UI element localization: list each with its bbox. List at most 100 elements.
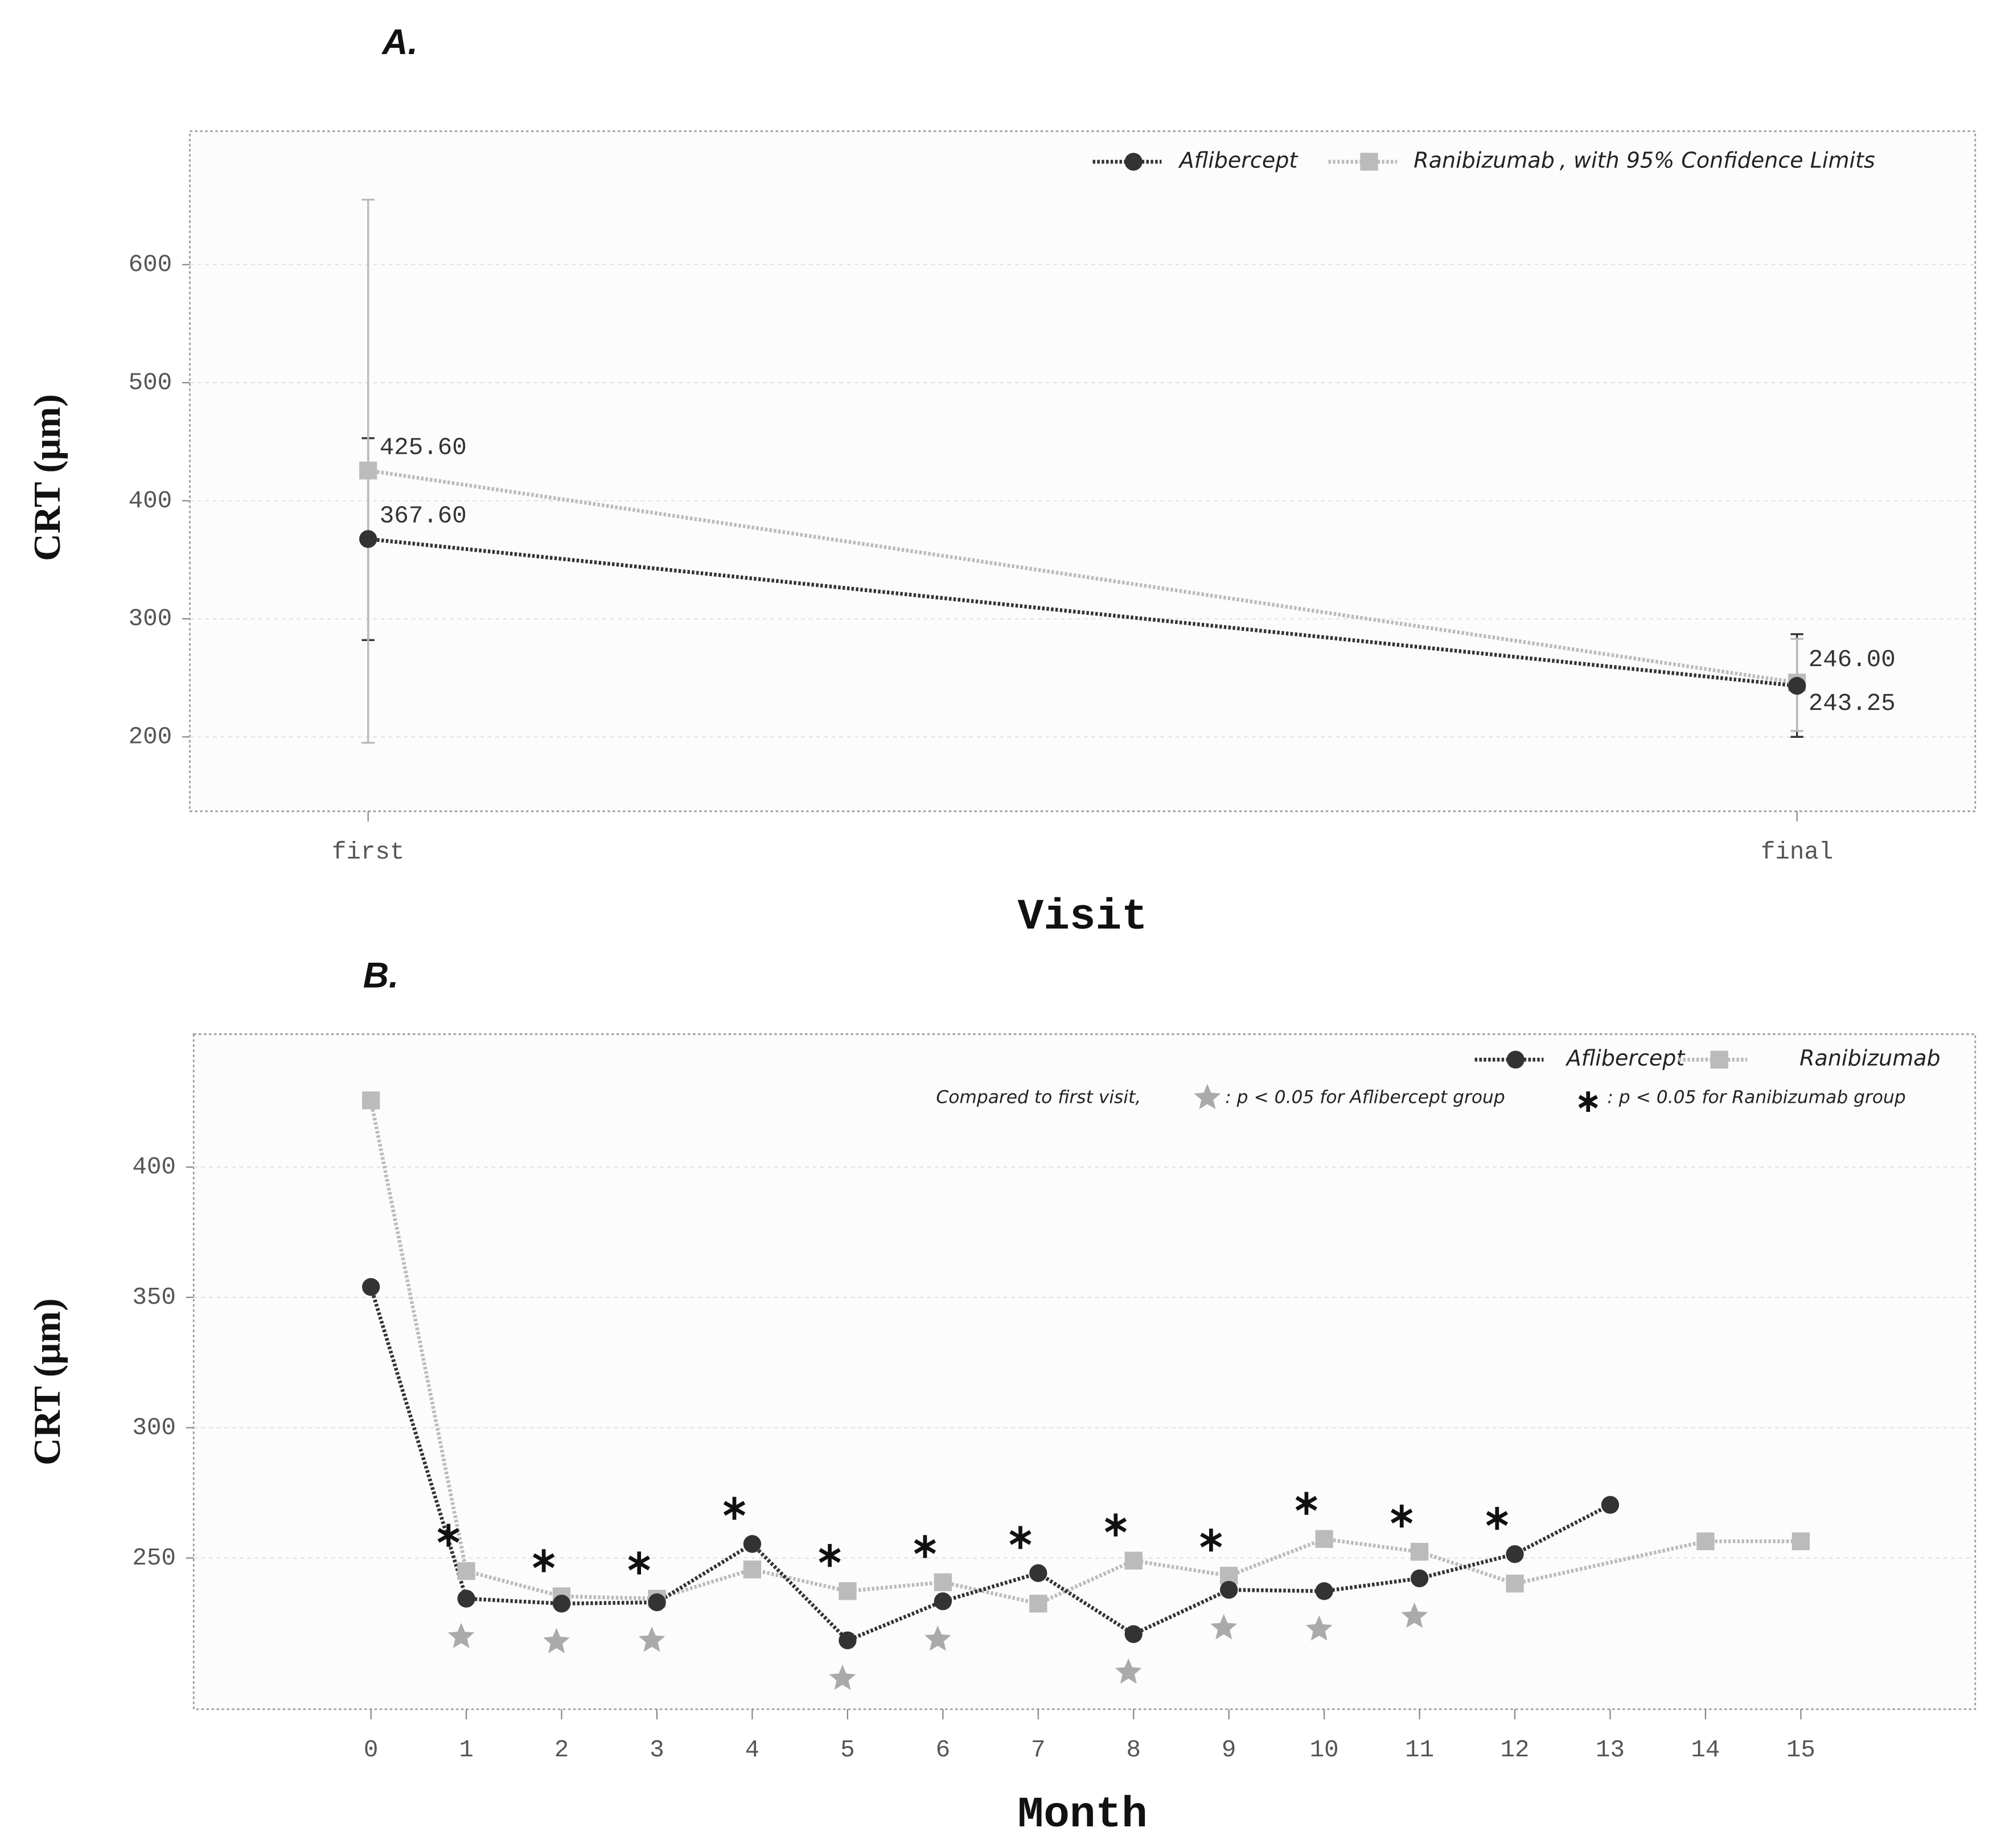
x-axis-title: Visit — [1018, 893, 1148, 942]
x-tick-label: 1 — [459, 1736, 474, 1764]
y-tick-label: 600 — [129, 251, 172, 278]
significance-asterisk — [1486, 1506, 1508, 1530]
significance-asterisk — [819, 1544, 841, 1567]
legend-marker — [1506, 1050, 1525, 1069]
y-axis-title: CRT (μm) — [26, 394, 68, 561]
significance-star — [638, 1626, 665, 1652]
significance-star — [1115, 1658, 1142, 1684]
data-point — [1601, 1496, 1620, 1514]
series-line — [369, 1100, 1801, 1606]
x-tick-label: 2 — [554, 1736, 569, 1764]
y-tick-label: 500 — [129, 369, 172, 396]
x-tick-label: 3 — [650, 1736, 664, 1764]
significance-star — [1210, 1614, 1238, 1640]
y-tick-label: 350 — [132, 1284, 176, 1311]
significance-star — [543, 1628, 570, 1653]
data-point — [839, 1631, 857, 1649]
legend-label: : p < 0.05 for Aflibercept group — [1225, 1087, 1505, 1107]
y-tick-label: 300 — [132, 1414, 176, 1442]
x-tick-label: 9 — [1222, 1736, 1236, 1764]
legend-asterisk — [1578, 1091, 1598, 1112]
significance-asterisk — [628, 1551, 650, 1575]
value-label: 243.25 — [1809, 690, 1896, 717]
legend-label: : p < 0.05 for Ranibizumab group — [1607, 1087, 1905, 1107]
data-point — [743, 1535, 762, 1553]
significance-star — [447, 1623, 475, 1649]
data-point — [359, 530, 377, 548]
data-point — [359, 461, 377, 480]
y-axis-title: CRT (μm) — [26, 1298, 68, 1465]
x-tick-label: 4 — [745, 1736, 760, 1764]
significance-asterisk — [1200, 1528, 1222, 1552]
data-point — [1696, 1532, 1715, 1551]
legend-note: , with 95% Confidence Limits — [1560, 148, 1875, 173]
data-point — [1220, 1580, 1238, 1599]
data-point — [1124, 1551, 1143, 1570]
y-tick-label: 400 — [132, 1153, 176, 1181]
panel-label: B. — [363, 956, 399, 996]
y-tick-label: 300 — [129, 605, 172, 633]
x-axis-title: Month — [1018, 1790, 1148, 1839]
legend-note: Compared to first visit, — [936, 1087, 1141, 1107]
data-point — [1506, 1545, 1524, 1563]
significance-star — [829, 1664, 856, 1690]
significance-asterisk — [723, 1497, 746, 1520]
significance-asterisk — [914, 1535, 936, 1558]
data-point — [1410, 1569, 1429, 1588]
x-tick-label: first — [332, 839, 405, 866]
y-tick-label: 400 — [129, 487, 172, 515]
x-tick-label: 13 — [1596, 1736, 1625, 1764]
x-tick-label: 10 — [1310, 1736, 1339, 1764]
x-tick-label: 14 — [1691, 1736, 1720, 1764]
data-point — [457, 1590, 475, 1608]
plot-area — [192, 1033, 1977, 1710]
data-point — [1410, 1542, 1429, 1561]
significance-star — [924, 1625, 951, 1651]
legend-marker — [1710, 1050, 1728, 1069]
data-point — [1788, 677, 1806, 695]
data-point — [1029, 1595, 1047, 1613]
data-point — [839, 1582, 857, 1600]
plot-area — [189, 130, 1977, 812]
data-point — [1029, 1564, 1047, 1582]
significance-asterisk — [1391, 1504, 1413, 1528]
x-tick-label: 11 — [1405, 1736, 1434, 1764]
series-line — [368, 469, 1798, 685]
data-point — [1315, 1530, 1333, 1548]
significance-star — [1401, 1602, 1428, 1628]
series-line — [369, 1286, 1612, 1643]
panel-label: A. — [381, 22, 418, 62]
data-point — [934, 1592, 952, 1611]
legend-label: Ranibizumab — [1413, 148, 1555, 173]
significance-asterisk — [437, 1523, 459, 1547]
legend-marker — [1124, 153, 1143, 171]
x-tick-label: 5 — [840, 1736, 855, 1764]
y-tick-label: 200 — [129, 724, 172, 751]
x-tick-label: 7 — [1031, 1736, 1046, 1764]
data-point — [552, 1595, 571, 1613]
data-point — [743, 1560, 762, 1579]
y-tick-label: 250 — [132, 1545, 176, 1572]
x-tick-label: final — [1761, 839, 1834, 866]
x-tick-label: 6 — [936, 1736, 951, 1764]
value-label: 246.00 — [1809, 646, 1896, 674]
x-tick-label: 15 — [1786, 1736, 1815, 1764]
legend-marker — [1360, 153, 1378, 171]
significance-asterisk — [1295, 1492, 1317, 1515]
legend-star — [1194, 1083, 1221, 1110]
data-point — [361, 1091, 380, 1110]
x-tick-label: 8 — [1126, 1736, 1141, 1764]
data-point — [1124, 1625, 1143, 1643]
legend-label: Aflibercept — [1565, 1046, 1686, 1071]
legend-label: Ranibizumab — [1799, 1046, 1941, 1071]
significance-asterisk — [1009, 1526, 1032, 1549]
significance-asterisk — [533, 1549, 555, 1572]
significance-asterisk — [1104, 1513, 1127, 1537]
legend-label: Aflibercept — [1178, 148, 1299, 173]
data-point — [1315, 1582, 1333, 1600]
x-tick-label: 12 — [1501, 1736, 1530, 1764]
significance-star — [1305, 1615, 1333, 1641]
data-point — [1506, 1574, 1524, 1593]
